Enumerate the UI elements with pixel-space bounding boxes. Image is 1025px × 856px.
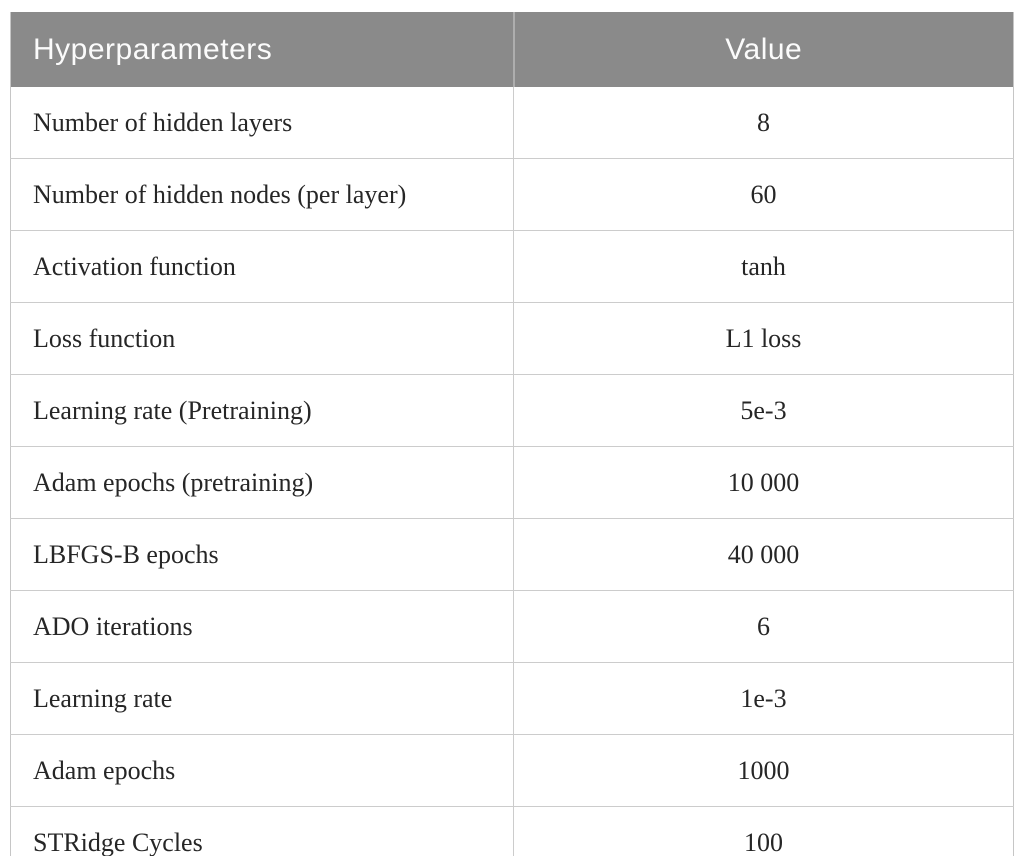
- table-row: LBFGS-B epochs 40 000: [10, 518, 1014, 591]
- row-label: LBFGS-B epochs: [10, 518, 514, 591]
- row-value: 5e-3: [513, 374, 1014, 447]
- row-value: 60: [513, 158, 1014, 231]
- row-value: 1e-3: [513, 662, 1014, 735]
- row-label: Number of hidden layers: [10, 87, 514, 159]
- row-value: tanh: [513, 230, 1014, 303]
- row-label: Adam epochs (pretraining): [10, 446, 514, 519]
- row-value: 8: [513, 87, 1014, 159]
- table-row: Number of hidden nodes (per layer) 60: [10, 158, 1014, 231]
- row-label: Loss function: [10, 302, 514, 375]
- row-label: Learning rate (Pretraining): [10, 374, 514, 447]
- row-label: Adam epochs: [10, 734, 514, 807]
- header-row: Hyperparameters Value: [10, 12, 1014, 87]
- row-value: 1000: [513, 734, 1014, 807]
- row-label: Number of hidden nodes (per layer): [10, 158, 514, 231]
- table-body: Number of hidden layers 8 Number of hidd…: [10, 87, 1014, 856]
- table-row: Adam epochs (pretraining) 10 000: [10, 446, 1014, 519]
- table-row: Learning rate (Pretraining) 5e-3: [10, 374, 1014, 447]
- row-value: 6: [513, 590, 1014, 663]
- row-label: ADO iterations: [10, 590, 514, 663]
- row-label: Activation function: [10, 230, 514, 303]
- column-header-hyperparameters: Hyperparameters: [10, 12, 515, 87]
- table-row: Adam epochs 1000: [10, 734, 1014, 807]
- table-row: ADO iterations 6: [10, 590, 1014, 663]
- row-value: 10 000: [513, 446, 1014, 519]
- table-row: Activation function tanh: [10, 230, 1014, 303]
- column-header-value: Value: [513, 12, 1014, 87]
- row-label: STRidge Cycles: [10, 806, 514, 856]
- hyperparameters-table: Hyperparameters Value Number of hidden l…: [10, 12, 1014, 856]
- row-value: L1 loss: [513, 302, 1014, 375]
- table-header: Hyperparameters Value: [10, 12, 1014, 87]
- table-row: Number of hidden layers 8: [10, 87, 1014, 159]
- table-row: Learning rate 1e-3: [10, 662, 1014, 735]
- table-row: STRidge Cycles 100: [10, 806, 1014, 856]
- row-value: 100: [513, 806, 1014, 856]
- table-row: Loss function L1 loss: [10, 302, 1014, 375]
- row-value: 40 000: [513, 518, 1014, 591]
- row-label: Learning rate: [10, 662, 514, 735]
